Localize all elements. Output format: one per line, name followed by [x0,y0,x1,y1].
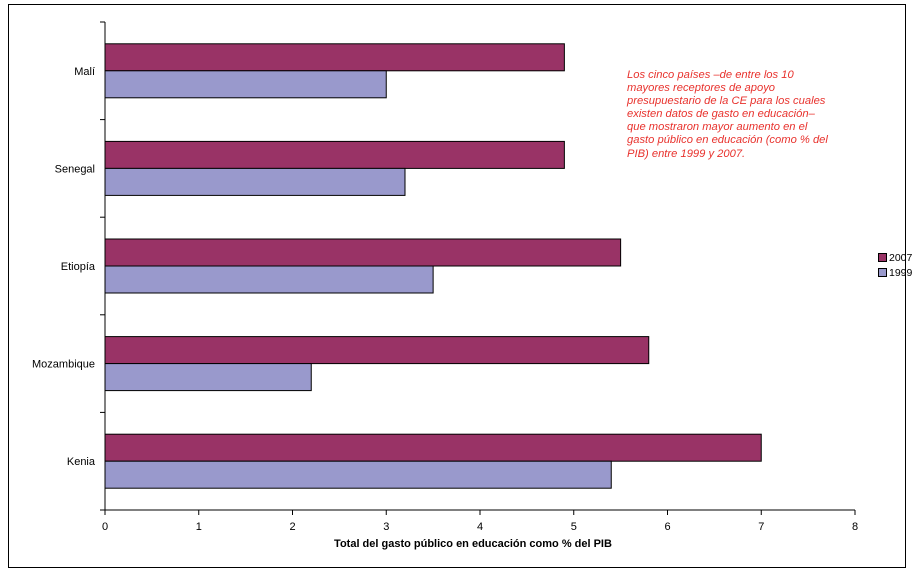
bar-1999-etiop-a [104,265,434,294]
legend-item-2007: 2007 [878,250,912,265]
legend-swatch-2007 [878,253,887,262]
x-tick-label-1: 1 [196,521,202,533]
bar-1999-kenia [104,460,612,489]
bar-1999-mal- [104,70,387,99]
legend-item-1999: 1999 [878,265,912,280]
category-label-mozambique: Mozambique [32,359,95,371]
x-tick-label-4: 4 [477,521,483,533]
x-axis-title: Total del gasto público en educación com… [334,538,612,550]
x-tick-label-3: 3 [383,521,389,533]
bar-1999-mozambique [104,363,312,392]
x-tick-label-7: 7 [758,521,764,533]
bar-2007-mal- [104,43,565,72]
category-label-senegal: Senegal [55,163,95,175]
legend-swatch-1999 [878,268,887,277]
x-tick-label-2: 2 [289,521,295,533]
bar-2007-mozambique [104,336,650,365]
bar-2007-senegal [104,140,565,169]
x-tick-label-6: 6 [664,521,670,533]
bar-2007-kenia [104,433,762,462]
category-label-etiop-a: Etiopía [61,261,96,273]
category-label-kenia: Kenia [67,456,96,468]
category-label-mal-: Malí [74,66,95,78]
chart-annotation: Los cinco países –de entre los 10 mayore… [627,69,828,160]
legend: 2007 1999 [878,250,912,280]
legend-label-1999: 1999 [889,266,913,279]
bar-1999-senegal [104,167,406,196]
legend-label-2007: 2007 [889,251,913,264]
x-tick-label-0: 0 [102,521,108,533]
x-tick-label-5: 5 [571,521,577,533]
x-tick-label-8: 8 [852,521,858,533]
bar-2007-etiop-a [104,238,622,267]
